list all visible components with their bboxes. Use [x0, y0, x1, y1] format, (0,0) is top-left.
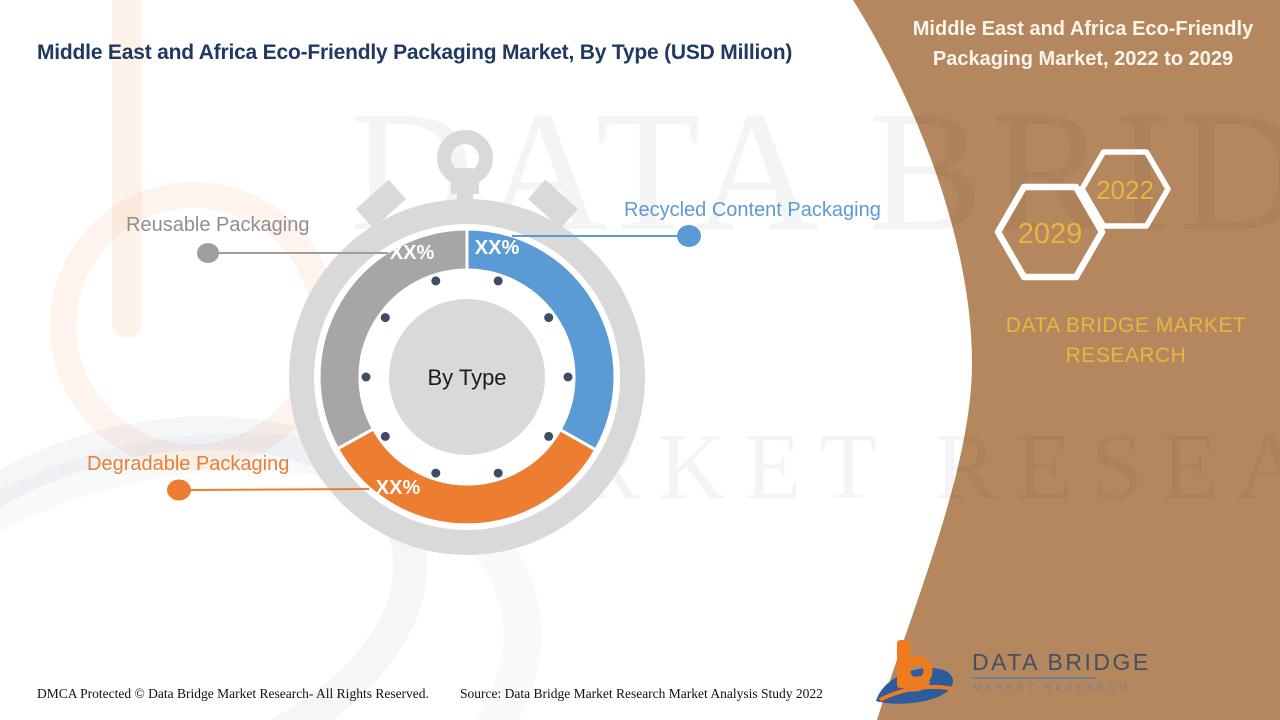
hexagon-2029	[994, 183, 1106, 281]
stopwatch-right-pusher	[527, 179, 579, 229]
logo-orange-underline-swoosh	[879, 684, 953, 702]
logo-orange-b-stem	[897, 640, 910, 688]
label-degradable-packaging: Degradable Packaging	[87, 453, 290, 475]
label-reusable-packaging: Reusable Packaging	[126, 214, 310, 236]
hexagon-year-2022: 2022	[1096, 175, 1154, 205]
data-bridge-logo-mark	[876, 640, 953, 704]
chart-center-circle	[389, 299, 545, 455]
stopwatch-left-pusher	[355, 179, 407, 229]
side-panel-background	[853, 0, 1280, 720]
segment-reusable-packaging	[317, 227, 469, 451]
segment-recycled-content-packaging	[465, 227, 617, 452]
side-panel-title-line1: Middle East and Africa Eco-Friendly	[912, 18, 1254, 40]
label-recycled-content-packaging: Recycled Content Packaging	[624, 199, 881, 221]
value-label-degradable: XX%	[376, 477, 421, 499]
footer-dmca-notice: DMCA Protected © Data Bridge Market Rese…	[37, 686, 429, 701]
leader-dot-recycled	[677, 225, 701, 247]
logo-underline	[972, 677, 1096, 679]
panel-brand-line1: DATA BRIDGE MARKET	[1005, 314, 1247, 337]
side-panel-title: Middle East and Africa Eco-Friendly Pack…	[893, 14, 1273, 74]
logo-subtitle: MARKET RESEARCH	[973, 682, 1131, 693]
value-label-recycled: XX%	[475, 237, 520, 259]
panel-brand-text: DATA BRIDGE MARKET RESEARCH	[998, 311, 1254, 371]
side-panel-title-line2: Packaging Market, 2022 to 2029	[932, 48, 1234, 70]
leader-line-degradable	[190, 488, 370, 491]
panel-brand-line2: RESEARCH	[1065, 344, 1187, 367]
value-label-reusable: XX%	[390, 242, 435, 264]
logo-wordmark: DATA BRIDGE	[972, 649, 1151, 675]
page-title: Middle East and Africa Eco-Friendly Pack…	[37, 41, 793, 64]
hexagon-year-2029: 2029	[1018, 218, 1083, 250]
hexagon-2022	[1079, 149, 1171, 229]
clock-tick-dots	[361, 276, 573, 478]
footer-source-note: Source: Data Bridge Market Research Mark…	[460, 686, 823, 701]
leader-dot-degradable	[167, 479, 191, 501]
leader-dot-reusable	[197, 243, 219, 263]
chart-center-label: By Type	[427, 365, 506, 390]
